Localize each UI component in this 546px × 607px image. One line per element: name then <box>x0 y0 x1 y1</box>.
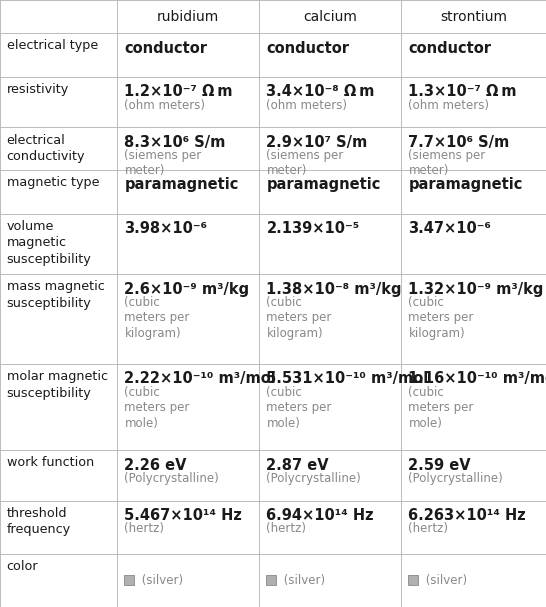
Text: 2.9×10⁷ S/m: 2.9×10⁷ S/m <box>266 135 367 150</box>
Text: (Polycrystalline): (Polycrystalline) <box>408 472 503 485</box>
Text: resistivity: resistivity <box>7 83 69 96</box>
Text: 7.7×10⁶ S/m: 7.7×10⁶ S/m <box>408 135 509 150</box>
Text: (cubic
meters per
kilogram): (cubic meters per kilogram) <box>408 296 474 340</box>
Text: 2.59 eV: 2.59 eV <box>408 458 471 473</box>
Text: work function: work function <box>7 456 94 469</box>
Text: 6.263×10¹⁴ Hz: 6.263×10¹⁴ Hz <box>408 508 526 523</box>
Text: 5.467×10¹⁴ Hz: 5.467×10¹⁴ Hz <box>124 508 242 523</box>
Text: 2.26 eV: 2.26 eV <box>124 458 187 473</box>
Text: (siemens per
meter): (siemens per meter) <box>408 149 485 177</box>
Text: (hertz): (hertz) <box>124 522 164 535</box>
Text: conductor: conductor <box>266 41 349 56</box>
Text: 2.22×10⁻¹⁰ m³/mol: 2.22×10⁻¹⁰ m³/mol <box>124 371 276 387</box>
Text: (hertz): (hertz) <box>266 522 306 535</box>
Text: 3.4×10⁻⁸ Ω m: 3.4×10⁻⁸ Ω m <box>266 84 375 100</box>
Text: conductor: conductor <box>408 41 491 56</box>
Text: (cubic
meters per
mole): (cubic meters per mole) <box>408 385 474 430</box>
Text: paramagnetic: paramagnetic <box>124 177 239 192</box>
Text: 2.87 eV: 2.87 eV <box>266 458 329 473</box>
Text: mass magnetic
susceptibility: mass magnetic susceptibility <box>7 280 104 310</box>
Text: (silver): (silver) <box>138 574 183 587</box>
Text: (ohm meters): (ohm meters) <box>124 98 205 112</box>
Bar <box>124 575 134 585</box>
Text: 1.16×10⁻¹⁰ m³/mol: 1.16×10⁻¹⁰ m³/mol <box>408 371 546 387</box>
Text: 3.47×10⁻⁶: 3.47×10⁻⁶ <box>408 221 491 236</box>
Text: 1.3×10⁻⁷ Ω m: 1.3×10⁻⁷ Ω m <box>408 84 517 100</box>
Text: (cubic
meters per
kilogram): (cubic meters per kilogram) <box>124 296 190 340</box>
Text: strontium: strontium <box>440 10 507 24</box>
Text: conductor: conductor <box>124 41 207 56</box>
Text: (cubic
meters per
mole): (cubic meters per mole) <box>266 385 332 430</box>
Text: (Polycrystalline): (Polycrystalline) <box>124 472 219 485</box>
Text: (ohm meters): (ohm meters) <box>266 98 347 112</box>
Text: 2.6×10⁻⁹ m³/kg: 2.6×10⁻⁹ m³/kg <box>124 282 250 297</box>
Text: rubidium: rubidium <box>157 10 219 24</box>
Text: (cubic
meters per
mole): (cubic meters per mole) <box>124 385 190 430</box>
Text: magnetic type: magnetic type <box>7 176 99 189</box>
Text: (cubic
meters per
kilogram): (cubic meters per kilogram) <box>266 296 332 340</box>
Text: 8.3×10⁶ S/m: 8.3×10⁶ S/m <box>124 135 226 150</box>
Bar <box>408 575 418 585</box>
Text: (siemens per
meter): (siemens per meter) <box>124 149 201 177</box>
Text: 6.94×10¹⁴ Hz: 6.94×10¹⁴ Hz <box>266 508 374 523</box>
Text: 1.2×10⁻⁷ Ω m: 1.2×10⁻⁷ Ω m <box>124 84 233 100</box>
Text: threshold
frequency: threshold frequency <box>7 507 70 537</box>
Text: (silver): (silver) <box>422 574 467 587</box>
Text: molar magnetic
susceptibility: molar magnetic susceptibility <box>7 370 108 400</box>
Text: (hertz): (hertz) <box>408 522 448 535</box>
Text: 2.139×10⁻⁵: 2.139×10⁻⁵ <box>266 221 360 236</box>
Text: calcium: calcium <box>304 10 357 24</box>
Text: 3.98×10⁻⁶: 3.98×10⁻⁶ <box>124 221 207 236</box>
Text: 1.32×10⁻⁹ m³/kg: 1.32×10⁻⁹ m³/kg <box>408 282 544 297</box>
Text: volume
magnetic
susceptibility: volume magnetic susceptibility <box>7 220 91 266</box>
Text: color: color <box>7 560 38 572</box>
Text: paramagnetic: paramagnetic <box>266 177 381 192</box>
Bar <box>266 575 276 585</box>
Text: (siemens per
meter): (siemens per meter) <box>266 149 343 177</box>
Text: (Polycrystalline): (Polycrystalline) <box>266 472 361 485</box>
Text: electrical
conductivity: electrical conductivity <box>7 134 85 163</box>
Text: electrical type: electrical type <box>7 39 98 52</box>
Text: (silver): (silver) <box>280 574 325 587</box>
Text: paramagnetic: paramagnetic <box>408 177 523 192</box>
Text: (ohm meters): (ohm meters) <box>408 98 489 112</box>
Text: 1.38×10⁻⁸ m³/kg: 1.38×10⁻⁸ m³/kg <box>266 282 402 297</box>
Text: 5.531×10⁻¹⁰ m³/mol: 5.531×10⁻¹⁰ m³/mol <box>266 371 429 387</box>
